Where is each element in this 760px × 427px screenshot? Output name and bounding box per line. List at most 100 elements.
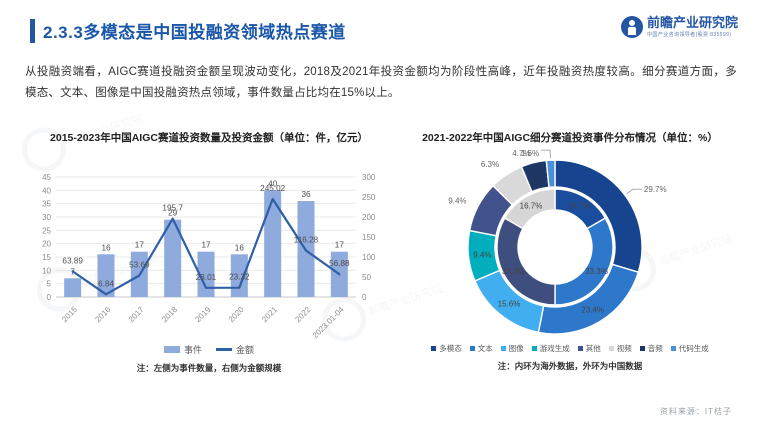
legend-swatch-icon [431,346,437,351]
svg-text:16.7%: 16.7% [568,202,591,211]
legend-item-5[interactable]: 视频 [608,343,632,354]
svg-text:2017: 2017 [127,305,146,324]
svg-text:2023.01-04: 2023.01-04 [311,305,346,340]
brand-logo-icon [620,16,643,38]
barline-chart: 0510152025303540450501001502002503007201… [42,173,376,340]
svg-text:45: 45 [42,173,51,182]
svg-text:30: 30 [42,213,51,222]
svg-text:245.02: 245.02 [260,184,285,193]
legend-item-7[interactable]: 代码生成 [670,343,709,354]
svg-text:15: 15 [42,253,51,262]
legend-item-0[interactable]: 多模态 [431,343,462,354]
svg-text:63.89: 63.89 [62,256,83,265]
svg-text:2015: 2015 [60,305,79,324]
svg-text:33.3%: 33.3% [585,267,608,276]
svg-text:23.32: 23.32 [229,273,250,282]
line-swatch-icon [216,348,232,351]
svg-text:2021: 2021 [260,305,279,324]
legend-swatch-icon [469,346,475,351]
svg-text:29.7%: 29.7% [644,185,667,194]
svg-text:2018: 2018 [160,305,179,324]
legend-label: 事件 [183,345,202,355]
barline-chart-title: 2015-2023年中国AIGC赛道投资数量及投资金额（单位：件，亿元） [50,132,368,144]
svg-text:20: 20 [42,240,51,249]
legend-label: 文本 [477,344,493,353]
svg-text:150: 150 [362,233,376,242]
svg-text:2019: 2019 [193,305,212,324]
donut-legend: 多模态 文本 图像 游戏生成 其他 视频 音频 代码生成 [405,343,735,354]
svg-text:200: 200 [362,213,376,222]
svg-text:100: 100 [362,253,376,262]
barline-legend: 事件 金额 [163,343,254,356]
svg-text:50: 50 [362,273,371,282]
svg-text:9.4%: 9.4% [473,251,491,260]
brand-logo: 前瞻产业研究院 中国产业咨询领导者(股票:835599) [620,16,738,38]
svg-text:2016: 2016 [93,305,112,324]
barline-chart-panel: 2015-2023年中国AIGC赛道投资数量及投资金额（单位：件，亿元） 0 5 1… [20,126,398,374]
svg-text:56.88: 56.88 [329,259,350,268]
legend-item-events[interactable]: 事件 [163,343,202,356]
svg-text:4.7%: 4.7% [512,149,530,158]
brand-logo-text: 前瞻产业研究院 中国产业咨询领导者(股票:835599) [647,16,738,38]
svg-text:5: 5 [47,280,52,289]
legend-swatch-icon [577,346,583,351]
legend-swatch-icon [639,346,645,351]
legend-swatch-icon [608,346,614,351]
legend-item-3[interactable]: 游戏生成 [531,343,570,354]
line-series: 63.89 6.84 53.69 195.7 23.01 23.32 245.02 116.2… [62,184,350,296]
legend-label: 多模态 [439,344,462,353]
legend-item-1[interactable]: 文本 [469,343,493,354]
outer-ring [467,159,643,335]
svg-text:16.7%: 16.7% [520,202,543,211]
brand-name: 前瞻产业研究院 [646,15,738,30]
bar-swatch-icon [163,346,180,353]
svg-text:1.6%: 1.6% [521,149,539,158]
svg-text:25: 25 [42,226,51,235]
svg-text:2020: 2020 [227,305,246,324]
inner-ring [496,188,614,306]
donut-chart-title: 2021-2022年中国AIGC细分赛道投资事件分布情况（单位：%） [422,132,718,144]
svg-text:33.3%: 33.3% [502,267,525,276]
svg-text:36: 36 [301,190,311,199]
page-title: 2.3.3多模态是中国投融资领域热点赛道 [43,23,346,42]
svg-text:0: 0 [47,293,52,302]
svg-text:40: 40 [268,179,278,188]
svg-text:23.4%: 23.4% [581,306,604,315]
legend-swatch-icon [670,346,676,351]
legend-label: 游戏生成 [539,344,570,353]
svg-text:53.69: 53.69 [129,261,150,270]
legend-label: 视频 [616,344,632,353]
legend-swatch-icon [500,346,506,351]
svg-text:2022: 2022 [293,305,312,324]
body-paragraph: 从投融资端看，AIGC赛道投融资金额呈现波动变化，2018及2021年投资金额均… [25,66,737,100]
header: 2.3.3多模态是中国投融资领域热点赛道 [30,18,346,43]
svg-text:15.6%: 15.6% [498,300,521,309]
legend-label: 图像 [508,344,524,353]
svg-text:195.7: 195.7 [162,204,183,213]
barline-chart-note: 注：左侧为事件数量，右侧为金额规模 [136,363,282,373]
legend-item-2[interactable]: 图像 [500,343,524,354]
svg-text:17: 17 [135,241,145,250]
svg-text:16: 16 [235,243,245,252]
legend-item-amount[interactable]: 金额 [216,343,254,356]
data-source: 资料来源：IT桔子 [659,407,732,416]
svg-text:6.84: 6.84 [98,279,114,288]
svg-text:116.28: 116.28 [294,236,319,245]
svg-text:17: 17 [335,241,345,250]
legend-item-6[interactable]: 音频 [639,343,663,354]
svg-text:35: 35 [42,200,51,209]
svg-text:0: 0 [362,293,367,302]
svg-text:23.01: 23.01 [196,273,217,282]
svg-text:300: 300 [362,173,376,182]
svg-text:16: 16 [101,243,111,252]
donut-chart: 29.7% 23.4% 15.6% 9.4% 9.4% 6.3% 4.7%1.6% 16.7%… [448,149,667,335]
title-accent-bar [30,18,35,43]
legend-item-4[interactable]: 其他 [577,343,601,354]
donut-labels: 29.7% 23.4% 15.6% 9.4% 9.4% 6.3% 4.7%1.6% 16.7%… [448,149,666,315]
donut-chart-panel: 2021-2022年中国AIGC细分赛道投资事件分布情况（单位：%） 29.7%… [398,126,742,374]
svg-text:29: 29 [168,209,178,218]
svg-text:6.3%: 6.3% [481,160,499,169]
svg-text:9.4%: 9.4% [448,196,466,205]
svg-text:250: 250 [362,193,376,202]
